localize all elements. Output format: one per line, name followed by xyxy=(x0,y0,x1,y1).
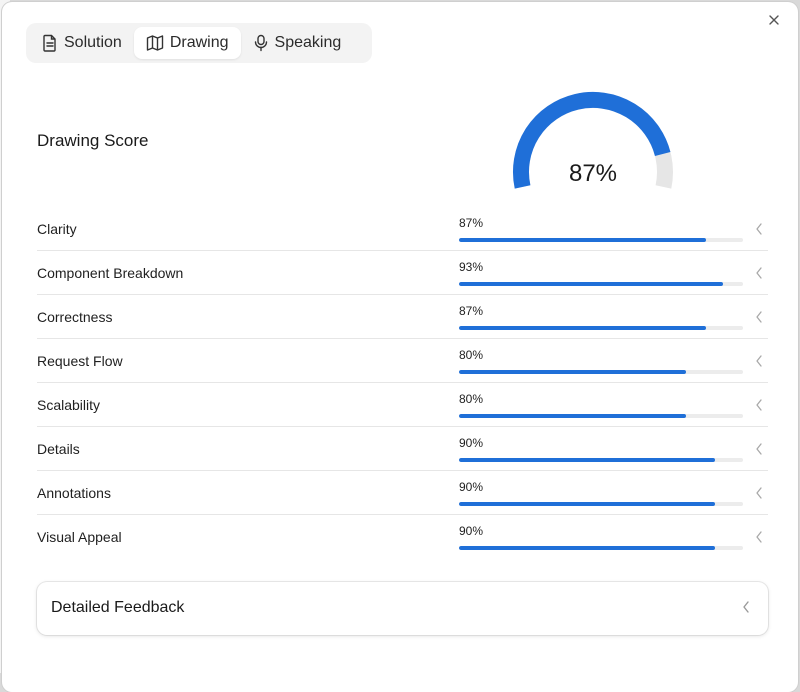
metric-progress-track xyxy=(459,502,743,506)
chevron-left-icon xyxy=(756,311,762,323)
metric-progress-track xyxy=(459,458,743,462)
metric-progress-track xyxy=(459,370,743,374)
tab-label: Drawing xyxy=(169,34,229,51)
chevron-left-icon xyxy=(756,223,762,235)
metric-label: Clarity xyxy=(37,221,77,237)
chevron-left-icon xyxy=(743,601,749,613)
tab-solution[interactable]: Solution xyxy=(30,27,134,59)
metric-row[interactable]: Details 90% xyxy=(37,427,768,471)
chevron-left-icon xyxy=(756,267,762,279)
tab-speaking[interactable]: Speaking xyxy=(241,27,354,59)
chevron-left-icon xyxy=(756,487,762,499)
metric-label: Component Breakdown xyxy=(37,265,184,281)
metric-label: Visual Appeal xyxy=(37,529,122,545)
microphone-icon xyxy=(254,34,267,52)
metric-percent: 87% xyxy=(459,304,484,318)
metric-label: Details xyxy=(37,441,80,457)
metric-progress-track xyxy=(459,326,743,330)
metric-row[interactable]: Request Flow 80% xyxy=(37,339,768,383)
document-icon xyxy=(43,34,56,52)
metric-progress-track xyxy=(459,414,743,418)
metric-progress-fill xyxy=(459,546,715,550)
chevron-left-icon xyxy=(756,399,762,411)
metric-progress-fill xyxy=(459,326,707,330)
metric-row[interactable]: Scalability 80% xyxy=(37,383,768,427)
metric-percent: 80% xyxy=(459,392,484,406)
metric-label: Annotations xyxy=(37,485,111,501)
metric-label: Scalability xyxy=(37,397,101,413)
metric-row[interactable]: Clarity 87% xyxy=(37,207,768,251)
gauge-fill xyxy=(512,91,671,189)
metric-progress-track xyxy=(459,282,743,286)
metric-percent: 90% xyxy=(459,524,484,538)
close-icon xyxy=(769,15,779,25)
close-button[interactable] xyxy=(764,10,784,30)
metric-progress-track xyxy=(459,546,743,550)
detailed-feedback-title: Detailed Feedback xyxy=(51,599,185,616)
metric-progress-fill xyxy=(459,458,715,462)
metric-progress-track xyxy=(459,238,743,242)
detailed-feedback-card[interactable]: Detailed Feedback xyxy=(37,582,768,635)
metric-row[interactable]: Annotations 90% xyxy=(37,471,768,515)
metric-percent: 87% xyxy=(459,216,484,230)
metric-percent: 90% xyxy=(459,436,484,450)
score-gauge: 87% xyxy=(510,90,676,194)
tab-drawing[interactable]: Drawing xyxy=(133,27,241,59)
metric-progress-fill xyxy=(459,282,724,286)
metric-row[interactable]: Correctness 87% xyxy=(37,295,768,339)
map-icon xyxy=(146,35,164,51)
metric-percent: 90% xyxy=(459,480,484,494)
metric-label: Request Flow xyxy=(37,353,123,369)
metric-progress-fill xyxy=(459,414,687,418)
gauge-value: 87% xyxy=(568,160,618,187)
chevron-left-icon xyxy=(756,443,762,455)
metric-progress-fill xyxy=(459,238,707,242)
metrics-list: Clarity 87% Component Breakdown 93% Correctn… xyxy=(37,207,768,558)
metric-label: Correctness xyxy=(37,309,113,325)
tab-label: Solution xyxy=(64,34,122,51)
tab-bar: Solution Drawing Speaking xyxy=(26,23,372,63)
metric-row[interactable]: Component Breakdown 93% xyxy=(37,251,768,295)
chevron-left-icon xyxy=(756,355,762,367)
metric-progress-fill xyxy=(459,502,715,506)
drawing-score-title: Drawing Score xyxy=(37,131,149,150)
tab-label: Speaking xyxy=(274,34,342,51)
metric-percent: 80% xyxy=(459,348,484,362)
metric-row[interactable]: Visual Appeal 90% xyxy=(37,515,768,558)
metric-percent: 93% xyxy=(459,260,484,274)
metric-progress-fill xyxy=(459,370,687,374)
chevron-left-icon xyxy=(756,531,762,543)
